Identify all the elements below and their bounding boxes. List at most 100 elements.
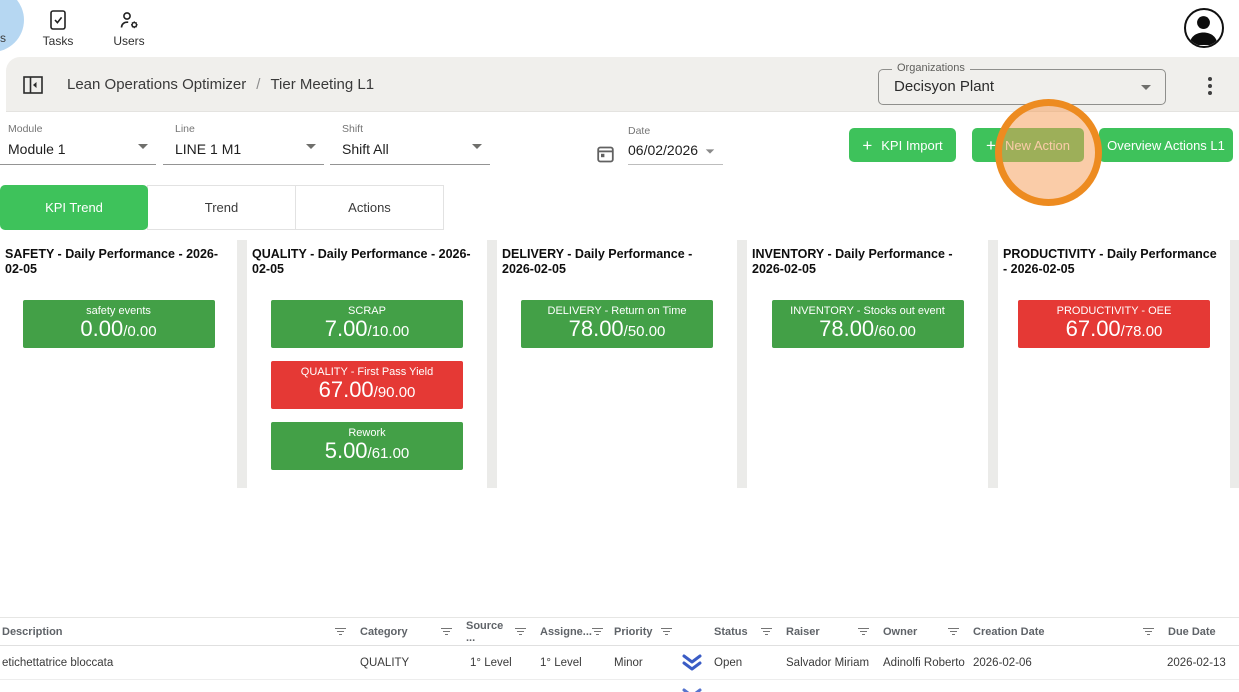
kpi-card-value: 78.00/50.00 <box>568 316 666 341</box>
col-raiser: Raiser <box>778 626 875 638</box>
col-creation-date: Creation Date <box>965 626 1160 638</box>
organizations-select[interactable]: Organizations Decisyon Plant <box>878 62 1166 105</box>
panel-scrollbar[interactable] <box>487 240 497 488</box>
table-row-clipped[interactable] <box>0 680 1239 692</box>
panel-title: DELIVERY - Daily Performance - 2026-02-0… <box>502 247 693 276</box>
new-action-button[interactable]: + New Action <box>972 128 1084 162</box>
chevron-down-icon <box>138 144 148 149</box>
panel-scrollbar[interactable] <box>737 240 747 488</box>
kpi-card-safety-events[interactable]: safety events 0.00/0.00 <box>22 300 215 348</box>
kpi-card-value: 78.00/60.00 <box>819 316 916 341</box>
kpi-card-first-pass-yield[interactable]: QUALITY - First Pass Yield 67.00/90.00 <box>271 361 463 409</box>
panel-delivery: DELIVERY - Daily Performance - 2026-02-0… <box>497 240 737 480</box>
kpi-card-label: Rework <box>348 427 386 439</box>
panel-scrollbar[interactable] <box>237 240 247 488</box>
panel-safety: SAFETY - Daily Performance - 2026-02-05 … <box>0 240 237 480</box>
kpi-card-label: DELIVERY - Return on Time <box>547 305 687 317</box>
module-label: Module <box>8 123 43 135</box>
user-avatar[interactable] <box>1184 8 1224 48</box>
chevron-down-icon <box>1141 85 1151 90</box>
overview-actions-button[interactable]: Overview Actions L1 <box>1099 128 1233 162</box>
cell-status: Open <box>714 656 743 669</box>
filter-icon[interactable] <box>440 626 452 637</box>
module-select[interactable]: Module Module 1 <box>0 122 156 165</box>
filter-icon[interactable] <box>1142 626 1154 637</box>
filter-icon[interactable] <box>660 626 672 637</box>
tasks-label: Tasks <box>42 34 74 48</box>
kpi-card-value: 0.00/0.00 <box>80 316 157 341</box>
panel-scrollbar[interactable] <box>1230 240 1239 488</box>
kpi-card-return-on-time[interactable]: DELIVERY - Return on Time 78.00/50.00 <box>521 300 713 348</box>
panel-title: SAFETY - Daily Performance - 2026-02-05 <box>5 247 219 276</box>
priority-chevron-icon <box>678 654 706 672</box>
panel-scrollbar[interactable] <box>988 240 998 488</box>
table-row[interactable]: etichettatrice bloccata QUALITY 1° Level… <box>0 646 1239 680</box>
col-priority: Priority <box>606 626 678 638</box>
kpi-card-label: QUALITY - First Pass Yield <box>300 366 434 378</box>
chevron-down-icon <box>705 149 715 154</box>
kpi-card-value: 5.00/61.00 <box>324 438 410 463</box>
kpi-card-label: SCRAP <box>348 305 386 317</box>
users-icon <box>103 9 155 31</box>
shift-label: Shift <box>342 123 364 135</box>
cell-source: 1° Level <box>470 656 512 669</box>
organizations-label: Organizations <box>892 62 970 74</box>
line-label: Line <box>175 123 195 135</box>
kpi-card-rework[interactable]: Rework 5.00/61.00 <box>271 422 463 470</box>
kpi-import-button[interactable]: + KPI Import <box>849 128 956 162</box>
date-label: Date <box>628 125 651 137</box>
plus-icon: + <box>862 135 873 155</box>
kpi-card-oee[interactable]: PRODUCTIVITY - OEE 67.00/78.00 <box>1018 300 1210 348</box>
filter-icon[interactable] <box>591 626 603 637</box>
users-label: Users <box>113 34 145 48</box>
tab-trend[interactable]: Trend <box>147 185 296 230</box>
shift-select[interactable]: Shift Shift All <box>330 122 490 165</box>
breadcrumb-separator: / <box>256 76 261 93</box>
page-header-bar: Lean Operations Optimizer / Tier Meeting L… <box>6 57 1239 112</box>
kpi-board: SAFETY - Daily Performance - 2026-02-05 … <box>0 240 1239 488</box>
cell-assignee: 1° Level <box>540 656 582 669</box>
cell-description: etichettatrice bloccata <box>2 656 114 669</box>
filter-icon[interactable] <box>857 626 869 637</box>
sidebar-toggle-icon[interactable] <box>22 74 44 101</box>
cell-category: QUALITY <box>360 656 410 669</box>
panel-title: INVENTORY - Daily Performance - 2026-02-… <box>752 247 953 276</box>
calendar-icon[interactable] <box>597 145 614 168</box>
users-button[interactable]: Users <box>103 9 155 48</box>
panel-productivity: PRODUCTIVITY - Daily Performance - 2026-… <box>998 240 1230 480</box>
kpi-card-label: PRODUCTIVITY - OEE <box>1056 305 1172 317</box>
breadcrumb: Lean Operations Optimizer / Tier Meeting L… <box>67 76 374 93</box>
filter-icon[interactable] <box>947 626 959 637</box>
kpi-card-stocks-out[interactable]: INVENTORY - Stocks out event 78.00/60.00 <box>771 300 964 348</box>
filter-icon[interactable] <box>514 626 526 637</box>
cell-due-date: 2026-02-13 <box>1167 656 1226 669</box>
module-value: Module 1 <box>8 141 66 157</box>
col-assignee: Assigne... <box>532 626 606 638</box>
chevron-down-icon <box>472 144 482 149</box>
kpi-card-value: 7.00/10.00 <box>324 316 410 341</box>
breadcrumb-app[interactable]: Lean Operations Optimizer <box>67 76 247 93</box>
organizations-value: Decisyon Plant <box>894 78 995 95</box>
chevron-down-icon <box>306 144 316 149</box>
col-owner: Owner <box>875 626 965 638</box>
col-status: Status <box>706 626 778 638</box>
cell-priority: Minor <box>614 656 643 669</box>
kpi-card-scrap[interactable]: SCRAP 7.00/10.00 <box>271 300 463 348</box>
clipped-nav-label: s <box>0 31 6 45</box>
date-picker[interactable]: Date 06/02/2026 <box>628 124 723 165</box>
tab-actions[interactable]: Actions <box>295 185 444 230</box>
tab-kpi-trend[interactable]: KPI Trend <box>0 185 148 230</box>
panel-quality: QUALITY - Daily Performance - 2026-02-05… <box>247 240 487 480</box>
filter-icon[interactable] <box>760 626 772 637</box>
more-options-button[interactable] <box>1202 74 1218 96</box>
filter-icon[interactable] <box>334 626 346 637</box>
line-select[interactable]: Line LINE 1 M1 <box>163 122 324 165</box>
col-due-date: Due Date <box>1168 625 1216 638</box>
cell-creation-date: 2026-02-06 <box>973 656 1032 669</box>
table-header-row: Description Category Source ... Assigne.… <box>0 618 1239 646</box>
priority-chevron-icon <box>678 688 706 692</box>
tasks-button[interactable]: Tasks <box>32 9 84 48</box>
cell-owner: Adinolfi Roberto <box>883 656 965 669</box>
kpi-card-value: 67.00/78.00 <box>1065 316 1163 341</box>
